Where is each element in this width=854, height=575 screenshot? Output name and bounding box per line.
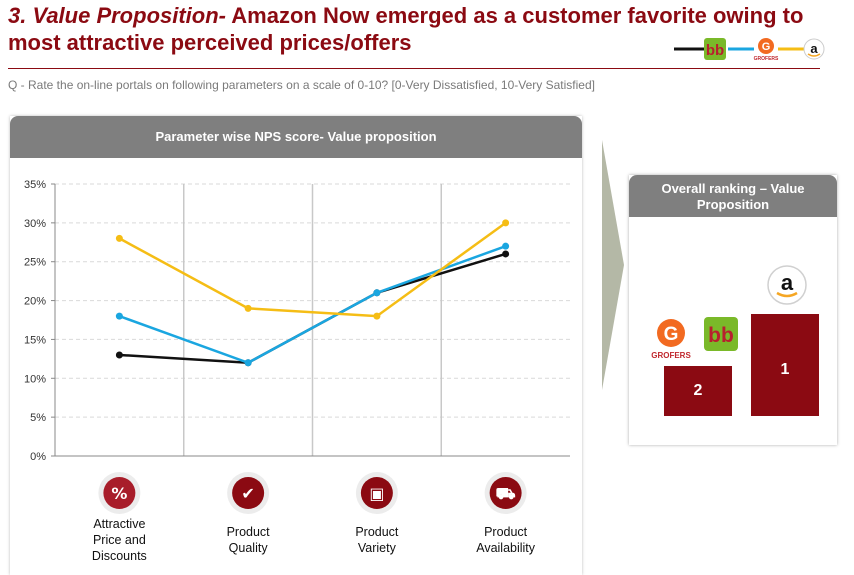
amazon-logo-icon: a [767,265,807,305]
grofers-logo-icon: G GROFERS [754,38,779,62]
category-icon-glyph: ▣ [369,484,384,503]
rank-bar-2: 2 [664,366,732,416]
discount-tag-icon [103,477,136,509]
category-label: Product [355,525,399,539]
title-lead: 3. Value Proposition- [8,3,226,28]
survey-question: Q - Rate the on-line portals on followin… [8,78,595,92]
category-label: Product [484,525,528,539]
nps-line-chart: 0% 5% 10% 15% 20% 25% 30% 35%% Attractive Price a… [24,179,570,563]
category-icon-glyph: ⛟ [496,484,516,503]
title-divider [8,68,820,69]
y-tick-label: 10% [24,373,46,385]
variety-box-icon [360,477,393,509]
legend-grofers-text: GROFERS [754,56,779,62]
category-label: Availability [476,541,536,555]
data-point-amazon [373,312,381,320]
svg-text:G: G [664,324,679,345]
category-label: Product [227,525,271,539]
svg-text:a: a [781,270,794,295]
data-point-grofers [373,289,381,297]
category-label: Discounts [92,549,147,563]
data-point-bigbasket [502,250,510,258]
grofers-logo-icon: G GROFERS [651,319,691,360]
svg-text:G: G [762,41,771,53]
amazon-logo-icon: a [803,38,825,60]
delivery-cart-icon [489,477,522,509]
y-tick-label: 15% [24,334,46,346]
y-tick-label: 0% [30,451,46,463]
data-point-bigbasket [115,351,123,359]
y-tick-label: 35% [24,179,46,191]
chart-title: Parameter wise NPS score- Value proposit… [10,116,582,158]
category-icon-glyph: ✔ [241,484,254,503]
category-label: Attractive [93,517,145,531]
chart-panel: Parameter wise NPS score- Value proposit… [10,116,582,575]
bigbasket-logo-icon: bb [704,317,738,351]
series-line-amazon [118,221,507,318]
svg-text:a: a [810,41,818,56]
ranking-title-line2: Proposition [696,197,770,212]
category-label: Variety [358,541,397,555]
quality-check-icon [232,477,265,509]
category-label: Price and [93,533,146,547]
data-point-amazon [502,219,510,227]
legend: bb G GROFERS a [674,38,825,62]
data-point-amazon [115,234,123,242]
data-point-grofers [502,242,510,250]
category-label: Quality [229,541,269,555]
svg-text:bb: bb [706,42,724,59]
ranking-title: Overall ranking – Value Proposition [629,175,837,217]
svg-text:bb: bb [708,324,734,347]
rank-grofers-text: GROFERS [651,351,691,360]
rank-bar-1: 1 [751,314,819,416]
category-icon-glyph: % [111,484,127,503]
arrow-connector [602,140,624,390]
y-tick-label: 20% [24,296,46,308]
data-point-grofers [244,359,252,367]
y-tick-label: 5% [30,412,46,424]
title-rest: Amazon Now emerged as a customer favorit… [8,3,804,55]
data-point-amazon [244,304,252,312]
ranking-title-line1: Overall ranking – Value [661,181,805,196]
y-tick-label: 30% [24,218,46,230]
ranking-panel: Overall ranking – Value Proposition G GR… [629,175,837,445]
bigbasket-logo-icon: bb [704,38,726,60]
y-tick-label: 25% [24,257,46,269]
page-title: 3. Value Proposition- Amazon Now emerged… [8,2,848,56]
data-point-grofers [115,312,123,320]
